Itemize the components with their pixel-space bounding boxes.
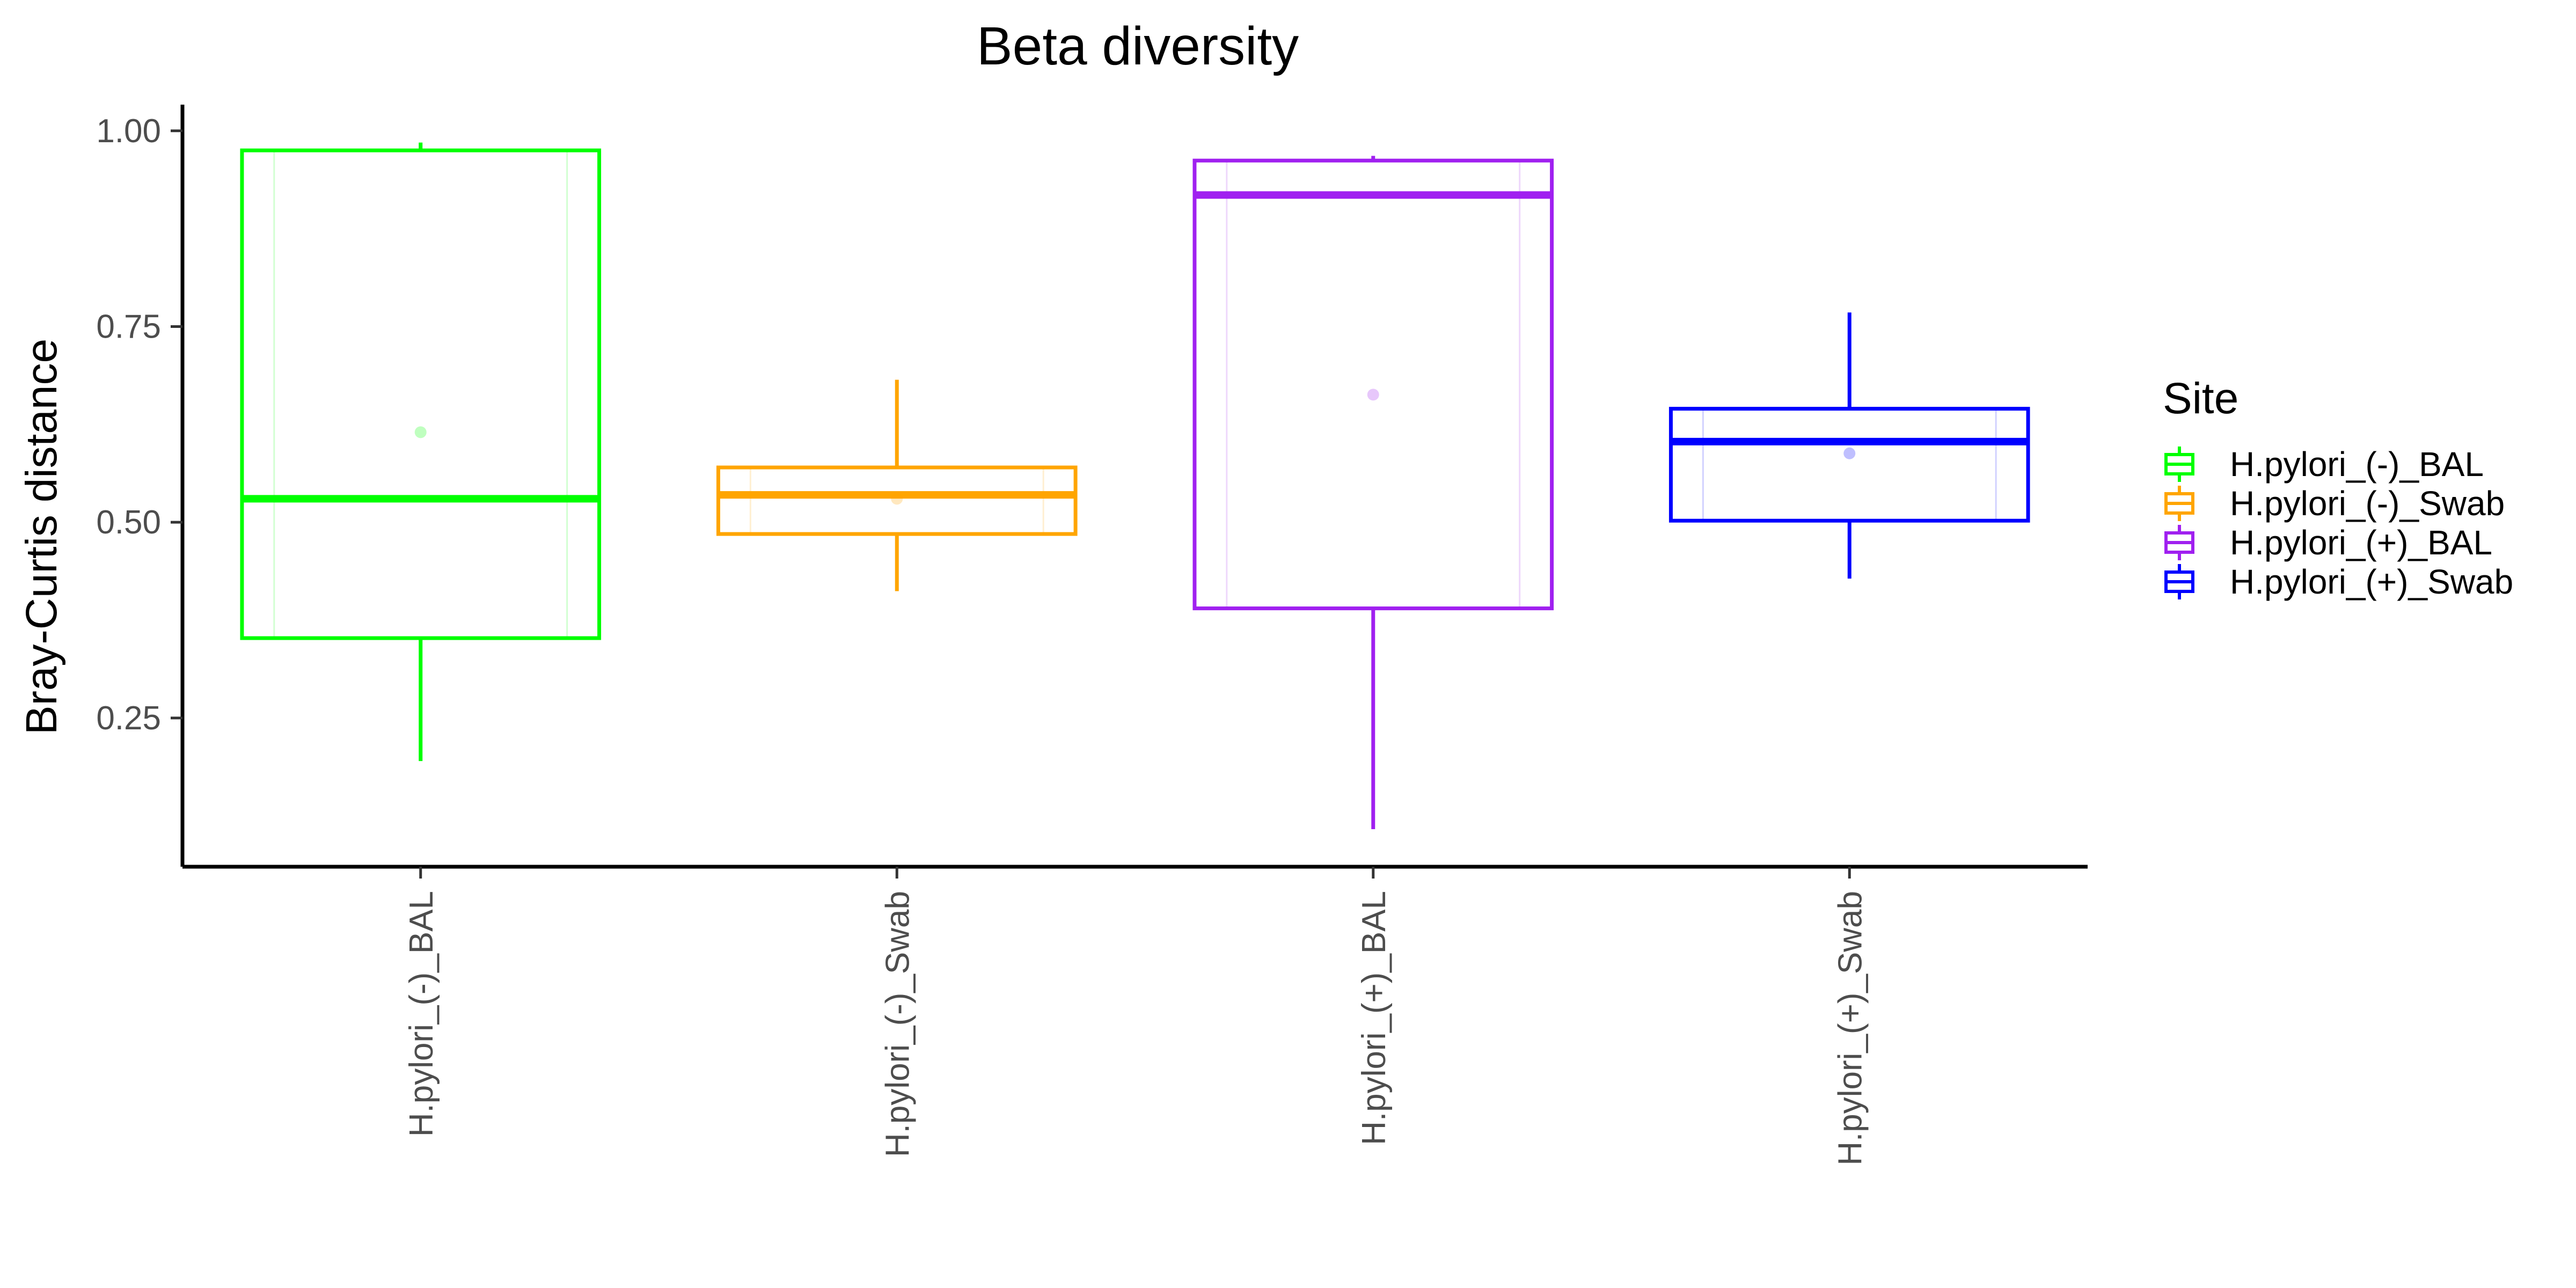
legend-label: H.pylori_(+)_BAL: [2230, 523, 2492, 562]
box-H.pylori_(-)_Swab: [716, 379, 1078, 591]
legend-label: H.pylori_(-)_BAL: [2230, 445, 2484, 484]
box-H.pylori_(-)_BAL: [240, 142, 602, 762]
legend-item: H.pylori_(-)_Swab: [2164, 484, 2505, 523]
legend-item: H.pylori_(+)_Swab: [2164, 562, 2513, 601]
plot-area: 0.25 0.50 0.75 1.00 H.pylori_(-)_BAL H.pylori…: [96, 105, 2088, 1166]
x-tick-label: H.pylori_(+)_BAL: [1356, 891, 1393, 1145]
mean-point: [1843, 447, 1856, 459]
y-tick-label: 1.00: [96, 113, 161, 150]
y-tick-label: 0.25: [96, 700, 161, 737]
box-rect: [240, 148, 602, 640]
box-rect: [1668, 407, 2030, 523]
box-H.pylori_(+)_BAL: [1192, 156, 1554, 829]
box-rect: [1192, 158, 1554, 611]
legend-label: H.pylori_(+)_Swab: [2230, 562, 2513, 601]
legend-title: Site: [2163, 374, 2238, 423]
chart-title: Beta diversity: [977, 16, 1299, 76]
legend: Site H.pylori_(-)_BALH.pylori_(-)_SwabH.…: [2163, 374, 2513, 601]
x-tick-label: H.pylori_(-)_Swab: [879, 891, 916, 1157]
mean-point: [891, 493, 903, 505]
legend-item: H.pylori_(-)_BAL: [2164, 445, 2484, 484]
y-axis-title: Bray-Curtis distance: [17, 339, 66, 735]
box-H.pylori_(+)_Swab: [1668, 312, 2030, 579]
box-rect: [716, 465, 1078, 536]
mean-point: [1367, 389, 1379, 401]
legend-label: H.pylori_(-)_Swab: [2230, 484, 2505, 523]
x-tick-label: H.pylori_(-)_BAL: [403, 891, 440, 1137]
y-tick-label: 0.50: [96, 504, 161, 541]
mean-point: [414, 426, 427, 438]
legend-item: H.pylori_(+)_BAL: [2164, 523, 2492, 562]
x-tick-label: H.pylori_(+)_Swab: [1832, 891, 1869, 1166]
y-tick-label: 0.75: [96, 308, 161, 345]
